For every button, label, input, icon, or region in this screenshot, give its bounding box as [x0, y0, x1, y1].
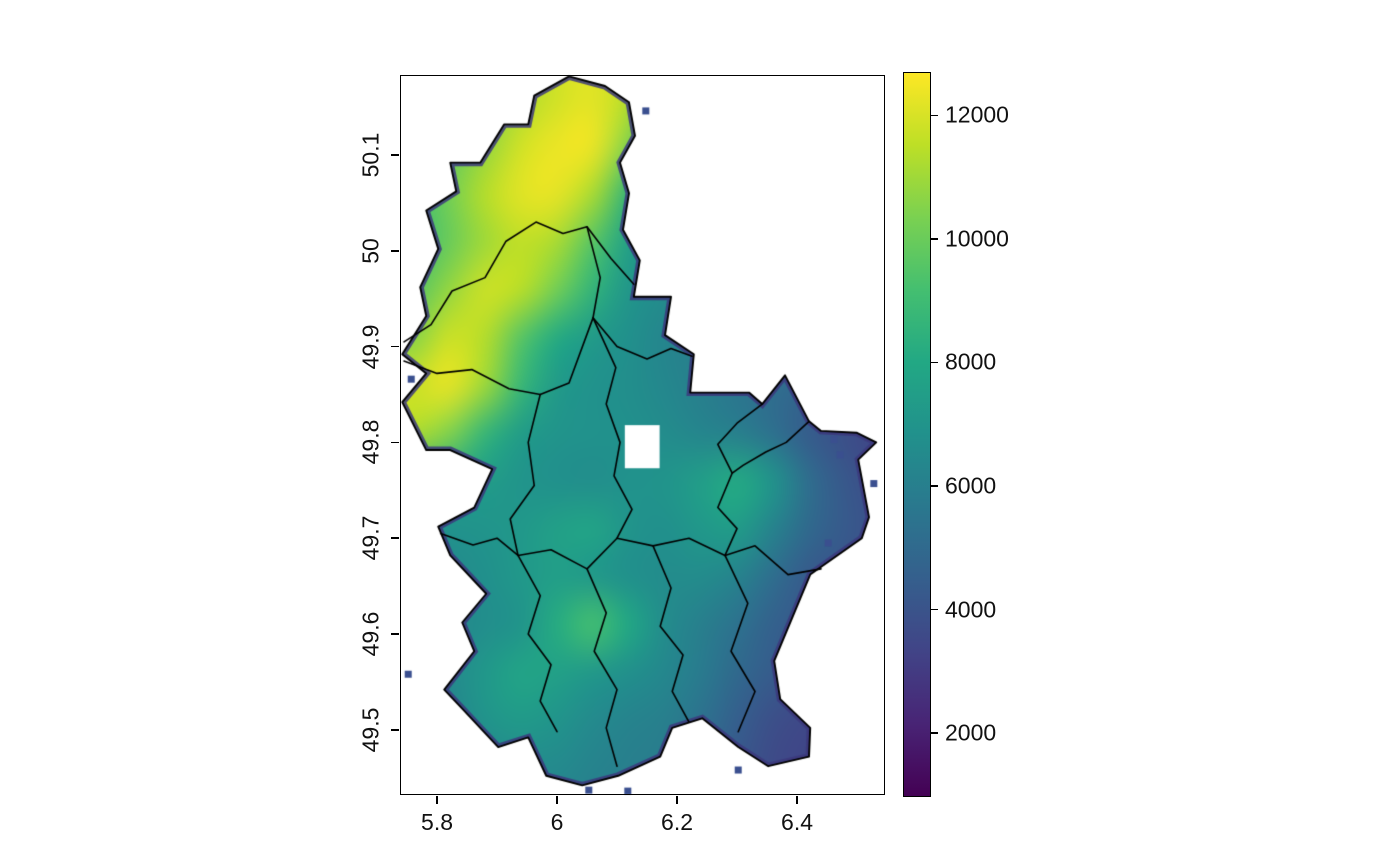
y-tick-label: 49.6 [357, 611, 384, 657]
colorbar-tick-mark [931, 114, 938, 116]
x-tick-mark [796, 796, 798, 804]
y-tick-mark [391, 537, 399, 539]
colorbar-tick-label: 10000 [945, 225, 1009, 252]
colorbar-tick-label: 4000 [945, 596, 997, 623]
x-tick-mark [556, 796, 558, 804]
x-tick-label: 5.8 [421, 809, 454, 835]
y-tick-mark [391, 729, 399, 731]
y-tick-mark [391, 154, 399, 156]
y-tick-label: 49.7 [357, 515, 384, 561]
y-tick-label: 50 [357, 237, 384, 264]
colorbar-tick-mark [931, 485, 938, 487]
y-tick-mark [391, 345, 399, 348]
x-tick-mark [676, 796, 678, 804]
colorbar-tick-label: 2000 [945, 719, 997, 746]
y-tick-mark [391, 250, 399, 252]
y-tick-label: 49.8 [357, 420, 384, 465]
colorbar-tick-label: 12000 [945, 101, 1009, 128]
x-tick-label: 6.2 [661, 809, 694, 835]
y-tick-mark [391, 633, 399, 635]
colorbar-tick-label: 8000 [945, 348, 997, 375]
x-tick-mark [436, 796, 438, 804]
y-tick-label: 49.5 [357, 707, 384, 753]
x-tick-label: 6 [550, 809, 564, 835]
colorbar-tick-mark [931, 608, 938, 611]
colorbar-gradient-bar [903, 72, 931, 797]
x-tick-label: 6.4 [781, 809, 814, 835]
colorbar-tick-mark [931, 732, 938, 734]
colorbar-tick-mark [931, 361, 938, 364]
y-tick-label: 49.9 [357, 324, 384, 369]
colorbar-tick-mark [931, 238, 938, 240]
colorbar-tick-label: 6000 [945, 472, 997, 499]
y-tick-label: 50.1 [357, 132, 384, 178]
y-tick-mark [391, 441, 399, 444]
